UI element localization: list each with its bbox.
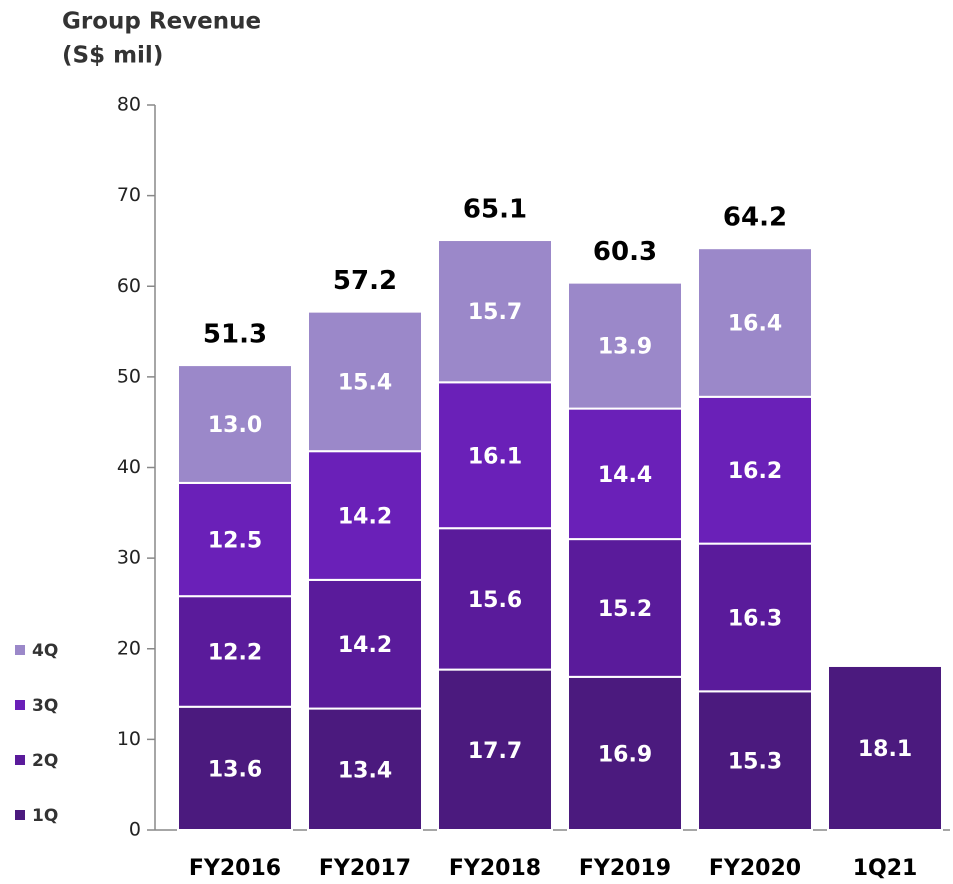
y-tick-label: 50 (117, 365, 141, 387)
data-label: 15.4 (338, 370, 392, 395)
data-label: 16.1 (468, 444, 522, 469)
y-tick-label: 20 (117, 637, 141, 659)
x-tick-label: 1Q21 (853, 856, 918, 881)
bar-segment (697, 395, 813, 545)
chart-title: (S$ mil) (62, 43, 163, 69)
bar-segment (827, 664, 943, 831)
data-label: 14.4 (598, 463, 652, 488)
bar-segment (567, 281, 683, 410)
bar-segment (177, 595, 293, 708)
data-label: 16.9 (598, 742, 652, 767)
data-label: 16.4 (728, 312, 782, 337)
chart-title: Group Revenue (62, 9, 261, 35)
bar-segment (697, 542, 813, 693)
bar-segment (177, 705, 293, 831)
total-label: 65.1 (463, 195, 527, 225)
bar-segment (437, 239, 553, 384)
legend-swatch (15, 810, 25, 820)
x-tick-label: FY2020 (709, 856, 801, 881)
y-tick-label: 60 (117, 275, 141, 297)
data-label: 16.3 (728, 606, 782, 631)
data-label: 16.2 (728, 459, 782, 484)
bar-segment (437, 527, 553, 671)
total-label: 64.2 (723, 203, 787, 233)
y-tick-label: 80 (117, 94, 141, 116)
bar-segment (307, 707, 423, 831)
bar-segment (437, 381, 553, 530)
total-label: 60.3 (593, 237, 657, 267)
data-label: 14.2 (338, 633, 392, 658)
data-label: 13.0 (208, 413, 262, 438)
x-tick-label: FY2017 (319, 856, 411, 881)
y-tick-label: 30 (117, 547, 141, 569)
bar-segment (567, 407, 683, 541)
total-label: 57.2 (333, 266, 397, 296)
data-label: 15.3 (728, 750, 782, 775)
legend-label: 1Q (32, 806, 58, 826)
y-tick-label: 70 (117, 184, 141, 206)
legend-label: 2Q (32, 751, 58, 771)
data-label: 13.4 (338, 758, 392, 783)
y-tick-label: 10 (117, 728, 141, 750)
bar-segment (697, 247, 813, 398)
data-label: 17.7 (468, 739, 522, 764)
bar-segment (177, 481, 293, 598)
legend-label: 3Q (32, 696, 58, 716)
data-label: 12.5 (208, 529, 262, 554)
bar-segment (307, 310, 423, 453)
total-label: 51.3 (203, 320, 267, 350)
data-label: 15.6 (468, 588, 522, 613)
data-label: 14.2 (338, 505, 392, 530)
bar-segment (567, 675, 683, 831)
data-label: 15.7 (468, 300, 522, 325)
y-tick-label: 40 (117, 456, 141, 478)
legend-swatch (15, 700, 25, 710)
y-tick-label: 0 (129, 819, 141, 841)
data-label: 12.2 (208, 640, 262, 665)
bar-segment (437, 668, 553, 831)
data-label: 13.6 (208, 757, 262, 782)
legend-label: 4Q (32, 641, 58, 661)
bar-segment (177, 364, 293, 484)
x-tick-label: FY2019 (579, 856, 671, 881)
x-tick-label: FY2016 (189, 856, 281, 881)
legend-swatch (15, 755, 25, 765)
data-label: 13.9 (598, 335, 652, 360)
legend-swatch (15, 645, 25, 655)
data-label: 15.2 (598, 597, 652, 622)
x-tick-label: FY2018 (449, 856, 541, 881)
data-label: 18.1 (858, 737, 912, 762)
